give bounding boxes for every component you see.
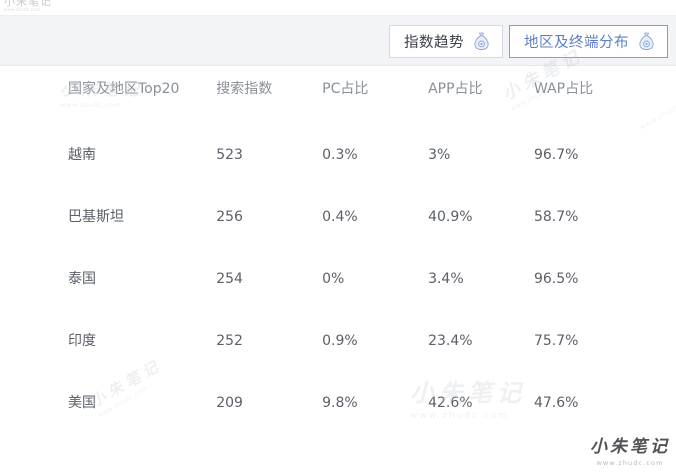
cell-search-index: 256 — [216, 209, 243, 225]
column-header-country: 国家及地区Top20 — [68, 81, 180, 97]
table-row[interactable]: 越南 523 0.3% 3% 96.7% — [0, 124, 676, 186]
tab-index-trend[interactable]: 指数趋势 — [389, 25, 503, 58]
cell-wap-share: 96.5% — [533, 271, 579, 287]
cell-country: 印度 — [68, 333, 96, 349]
cell-wap-share: 96.7% — [533, 147, 579, 163]
cell-search-index: 254 — [216, 271, 243, 287]
cell-search-index: 209 — [216, 395, 243, 411]
cell-wap-share: 58.7% — [533, 209, 579, 225]
cell-country: 泰国 — [68, 271, 96, 287]
cell-pc-share: 0.9% — [322, 333, 358, 349]
toolbar: 指数趋势 地区及终端分布 — [0, 15, 676, 66]
corner-watermark-url: www.zhudc.com — [4, 7, 41, 12]
cell-pc-share: 0.4% — [322, 209, 358, 225]
column-header-pc-share: PC占比 — [322, 81, 369, 97]
money-bag-icon — [474, 32, 489, 51]
cell-app-share: 3.4% — [428, 271, 464, 287]
cell-search-index: 252 — [216, 333, 243, 349]
top-strip: 小朱笔记 www.zhudc.com — [0, 0, 676, 15]
column-header-app-share: APP占比 — [428, 81, 483, 97]
cell-wap-share: 47.6% — [533, 395, 579, 411]
distribution-table: 国家及地区Top20 搜索指数 PC占比 APP占比 WAP占比 越南 523 … — [0, 66, 676, 434]
distribution-table-container: 国家及地区Top20 搜索指数 PC占比 APP占比 WAP占比 越南 523 … — [0, 66, 676, 473]
column-header-search-index: 搜索指数 — [216, 81, 273, 97]
table-head: 国家及地区Top20 搜索指数 PC占比 APP占比 WAP占比 — [0, 66, 676, 124]
cell-country: 越南 — [68, 147, 96, 163]
tab-group: 指数趋势 地区及终端分布 — [389, 25, 668, 58]
table-row[interactable]: 印度 252 0.9% 23.4% 75.7% — [0, 310, 676, 372]
cell-pc-share: 0% — [322, 271, 345, 287]
corner-watermark-brand: 小朱笔记 — [4, 0, 52, 8]
cell-pc-share: 9.8% — [322, 395, 358, 411]
cell-wap-share: 75.7% — [533, 333, 579, 349]
corner-watermark: 小朱笔记 www.zhudc.com — [4, 0, 52, 12]
cell-country: 美国 — [68, 395, 96, 411]
table-row[interactable]: 美国 209 9.8% 42.6% 47.6% — [0, 372, 676, 434]
column-header-wap-share: WAP占比 — [533, 81, 594, 97]
table-row[interactable]: 泰国 254 0% 3.4% 96.5% — [0, 248, 676, 310]
tab-region-terminal-distribution-label: 地区及终端分布 — [524, 35, 629, 51]
cell-app-share: 40.9% — [428, 209, 473, 225]
money-bag-icon — [639, 32, 654, 51]
table-row[interactable]: 巴基斯坦 256 0.4% 40.9% 58.7% — [0, 186, 676, 248]
cell-pc-share: 0.3% — [322, 147, 358, 163]
cell-search-index: 523 — [216, 147, 243, 163]
table-header-row: 国家及地区Top20 搜索指数 PC占比 APP占比 WAP占比 — [0, 66, 676, 124]
cell-app-share: 23.4% — [428, 333, 473, 349]
table-body: 越南 523 0.3% 3% 96.7% 巴基斯坦 256 0.4% 40.9%… — [0, 124, 676, 434]
tab-index-trend-label: 指数趋势 — [404, 35, 464, 51]
cell-app-share: 3% — [428, 147, 451, 163]
cell-app-share: 42.6% — [428, 395, 473, 411]
cell-country: 巴基斯坦 — [68, 209, 124, 225]
tab-region-terminal-distribution[interactable]: 地区及终端分布 — [509, 25, 668, 58]
